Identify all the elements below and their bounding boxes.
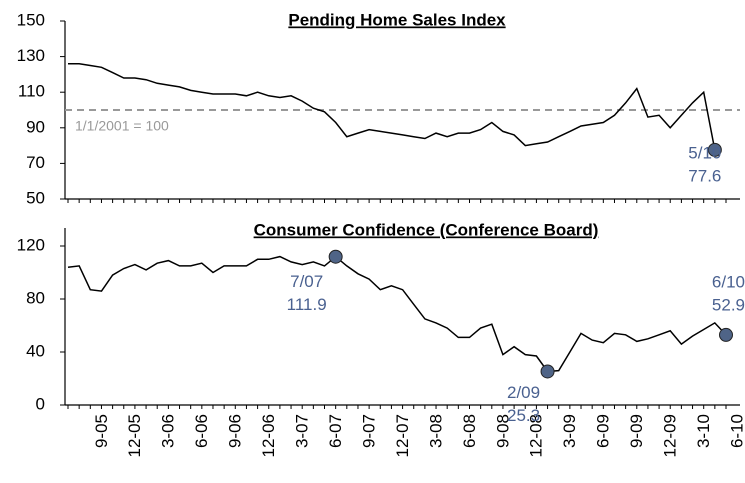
x-tick-label: 3-08 <box>426 414 445 448</box>
callout-marker <box>707 142 722 157</box>
x-tick-label: 6-06 <box>192 414 211 448</box>
data-line <box>68 62 716 151</box>
x-tick-label: 12-05 <box>125 414 144 457</box>
x-tick-label: 6-07 <box>326 414 345 448</box>
callout-value: 25.3 <box>507 406 540 425</box>
callout-marker <box>328 249 343 264</box>
x-tick-label: 3-10 <box>694 414 713 448</box>
callout-date: 6/10 <box>712 272 745 291</box>
callout-value: 77.6 <box>688 166 721 185</box>
callout-value: 52.9 <box>712 295 745 314</box>
x-tick-label: 12-08 <box>527 414 546 457</box>
y-tick-label: 80 <box>26 288 45 307</box>
x-tick-label: 3-06 <box>159 414 178 448</box>
callout-date: 2/09 <box>507 383 540 402</box>
y-tick-label: 130 <box>17 46 45 65</box>
y-tick-label: 70 <box>26 153 45 172</box>
callout-date: 7/07 <box>290 272 323 291</box>
x-tick-label: 6-09 <box>594 414 613 448</box>
callout-marker <box>540 364 555 379</box>
x-tick-label: 12-09 <box>661 414 680 457</box>
y-tick-label: 50 <box>26 188 45 207</box>
y-tick-label: 110 <box>18 82 45 101</box>
chart-title: Pending Home Sales Index <box>288 10 506 29</box>
y-tick-label: 0 <box>36 394 45 413</box>
x-tick-label: 9-07 <box>359 414 378 448</box>
x-tick-label: 9-06 <box>226 414 245 448</box>
x-tick-label: 12-06 <box>259 414 278 457</box>
x-tick-label: 12-07 <box>393 414 412 457</box>
y-tick-label: 150 <box>17 10 45 29</box>
x-tick-label: 9-08 <box>493 414 512 448</box>
x-tick-label: 3-09 <box>560 414 579 448</box>
callout-marker <box>719 327 733 342</box>
data-line <box>67 255 727 373</box>
y-tick-label: 40 <box>26 341 45 360</box>
x-tick-label: 3-07 <box>293 414 312 448</box>
callout-date: 5/10 <box>688 143 721 162</box>
reference-label: 1/1/2001 = 100 <box>75 118 169 134</box>
callout-value: 111.9 <box>287 295 327 314</box>
x-tick-label: 6-08 <box>460 414 479 448</box>
x-tick-label: 9-09 <box>627 414 646 448</box>
chart-title: Consumer Confidence (Conference Board) <box>254 220 599 239</box>
y-tick-label: 120 <box>17 235 45 254</box>
x-tick-label: 6-10 <box>727 414 745 448</box>
x-tick-label: 9-05 <box>92 414 111 448</box>
y-tick-label: 90 <box>26 117 45 136</box>
